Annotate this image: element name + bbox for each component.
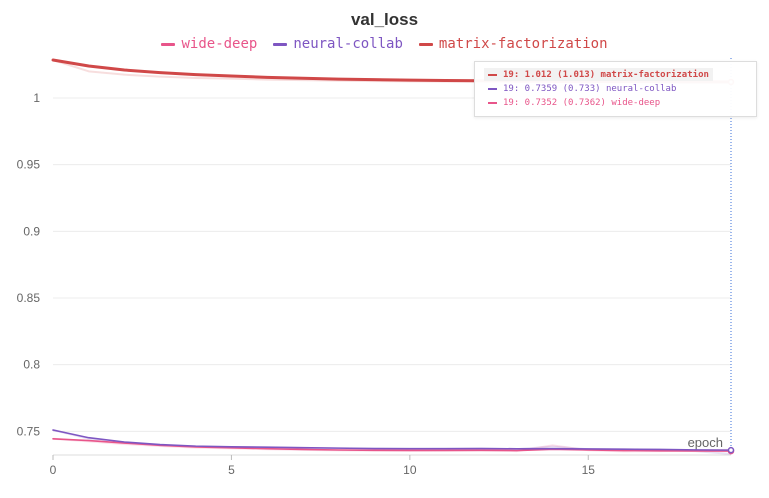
y-tick-label: 0.95 (17, 158, 41, 172)
hover-marker-neural-collab (727, 446, 735, 454)
y-tick-label: 1 (33, 91, 40, 105)
tooltip-row-wide-deep: 19: 0.7352 (0.7362) wide-deep (488, 96, 660, 109)
legend-label-wide-deep: wide-deep (181, 36, 258, 52)
tooltip-text: 19: 0.7359 (0.733) neural-collab (503, 83, 677, 94)
x-axis-label: epoch (688, 435, 723, 450)
y-tick-label: 0.75 (17, 424, 41, 438)
x-tick-label: 0 (50, 463, 57, 477)
legend-item-matrix-factorization[interactable]: matrix-factorization (418, 36, 608, 52)
tooltip-swatch (488, 101, 497, 104)
x-tick-label: 10 (403, 463, 417, 477)
y-tick-label: 0.8 (23, 358, 40, 372)
x-tick-label: 15 (582, 463, 596, 477)
legend-swatch-neural-collab (273, 42, 288, 46)
tooltip-text: 19: 0.7352 (0.7362) wide-deep (503, 97, 661, 108)
tooltip-text: 19: 1.012 (1.013) matrix-factorization (503, 69, 709, 80)
tooltip-row-matrix-factorization: 19: 1.012 (1.013) matrix-factorization (484, 68, 713, 81)
legend-item-neural-collab[interactable]: neural-collab (273, 36, 403, 52)
legend-swatch-matrix-factorization (418, 42, 433, 46)
chart-title: val_loss (350, 10, 419, 29)
tooltip-swatch (488, 73, 497, 76)
legend-label-neural-collab: neural-collab (293, 36, 403, 52)
legend-swatch-wide-deep (161, 42, 176, 46)
legend-item-wide-deep[interactable]: wide-deep (161, 36, 257, 52)
legend: wide-deep neural-collab matrix-factoriza… (0, 36, 769, 52)
y-tick-label: 0.9 (23, 224, 40, 238)
x-tick-label: 5 (228, 463, 235, 477)
legend-label-matrix-factorization: matrix-factorization (438, 36, 608, 52)
series-line-neural-collab (52, 429, 732, 451)
tooltip-swatch (488, 87, 497, 90)
tooltip-row-neural-collab: 19: 0.7359 (0.733) neural-collab (488, 82, 676, 95)
hover-tooltip: 19: 1.012 (1.013) matrix-factorization 1… (474, 61, 757, 117)
y-tick-label: 0.85 (17, 291, 41, 305)
